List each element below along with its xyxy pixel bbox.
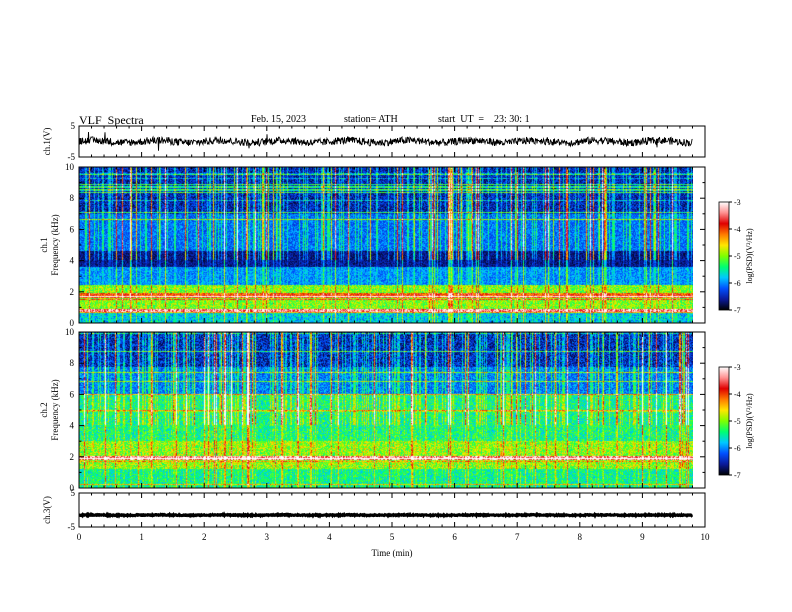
y-axis-label: Frequency (kHz): [50, 214, 60, 275]
x-tick-label: 7: [515, 532, 520, 542]
y-tick-label: 0: [70, 483, 75, 493]
ch1-spectrogram-frame: [78, 166, 706, 324]
colorbar: [718, 201, 730, 311]
colorbar: [718, 366, 730, 476]
x-tick-label: 2: [202, 532, 207, 542]
y-tick-label: 10: [65, 162, 75, 172]
x-tick-label: 8: [578, 532, 583, 542]
x-tick-label: 4: [327, 532, 332, 542]
y-axis-label: ch.2: [39, 402, 49, 417]
x-tick-label: 1: [139, 532, 144, 542]
y-tick-label: 5: [71, 121, 76, 131]
ch1-waveform-line: [78, 131, 693, 151]
y-tick-label: 4: [70, 256, 75, 266]
x-tick-label: 5: [390, 532, 395, 542]
colorbar-tick-label: -4: [734, 225, 741, 234]
y-tick-label: -5: [68, 522, 76, 532]
y-tick-label: 2: [70, 287, 75, 297]
y-tick-label: 6: [70, 389, 75, 399]
colorbar-label: log(PSD)(V²/Hz): [745, 393, 754, 449]
y-tick-label: 6: [70, 224, 75, 234]
x-tick-label: 0: [77, 532, 82, 542]
y-tick-label: 8: [70, 193, 75, 203]
colorbar-tick-label: -7: [734, 471, 741, 480]
y-axis-label: ch.3(V): [42, 496, 52, 524]
x-tick-label: 3: [265, 532, 270, 542]
ch1-spectrogram-image: [79, 167, 693, 323]
figure-title: VLF Spectra: [79, 113, 144, 127]
station-label: station= ATH: [344, 114, 398, 125]
x-axis-label: Time (min): [372, 548, 413, 558]
x-tick-label: 10: [701, 532, 711, 542]
colorbar-tick-label: -4: [734, 390, 741, 399]
y-tick-label: 10: [65, 327, 75, 337]
colorbar-tick-label: -3: [734, 363, 741, 372]
y-tick-label: 2: [70, 452, 75, 462]
ch3-waveform-line: [78, 511, 694, 519]
colorbar-tick-label: -6: [734, 444, 741, 453]
date-label: Feb. 15, 2023: [251, 114, 306, 125]
y-tick-label: 5: [71, 488, 76, 498]
y-tick-label: 4: [70, 421, 75, 431]
ch2-spectrogram-image: [79, 332, 693, 488]
start-time-label: start UT = 23: 30: 1: [438, 114, 530, 125]
y-axis-label: Frequency (kHz): [50, 379, 60, 440]
x-tick-label: 6: [452, 532, 457, 542]
x-tick-label: 9: [640, 532, 645, 542]
ch3-waveform-frame: [78, 492, 706, 528]
y-tick-label: 8: [70, 358, 75, 368]
y-axis-label: ch.1: [39, 237, 49, 252]
colorbar-tick-label: -5: [734, 417, 741, 426]
colorbar-tick-label: -7: [734, 306, 741, 315]
y-tick-label: -5: [68, 152, 76, 162]
colorbar-label: log(PSD)(V²/Hz): [745, 228, 754, 284]
y-axis-label: ch.1(V): [42, 128, 52, 156]
colorbar-tick-label: -3: [734, 198, 741, 207]
colorbar-tick-label: -5: [734, 252, 741, 261]
ch2-spectrogram-frame: [78, 331, 706, 489]
y-tick-label: 0: [70, 318, 75, 328]
colorbar-tick-label: -6: [734, 279, 741, 288]
